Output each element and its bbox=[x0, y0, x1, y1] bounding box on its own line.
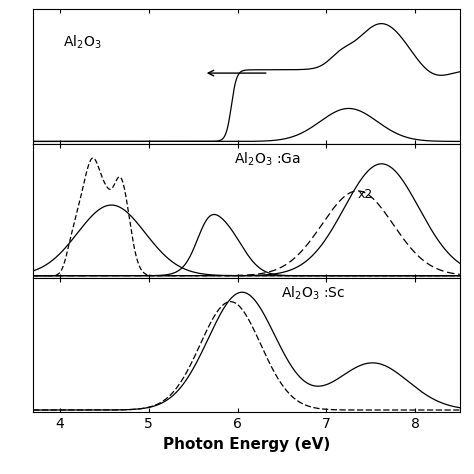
Text: x2: x2 bbox=[357, 188, 373, 201]
Text: Al$_2$O$_3$: Al$_2$O$_3$ bbox=[63, 34, 101, 51]
X-axis label: Photon Energy (eV): Photon Energy (eV) bbox=[163, 437, 330, 452]
Text: Al$_2$O$_3$ :Ga: Al$_2$O$_3$ :Ga bbox=[234, 151, 301, 168]
Text: Al$_2$O$_3$ :Sc: Al$_2$O$_3$ :Sc bbox=[281, 285, 345, 302]
